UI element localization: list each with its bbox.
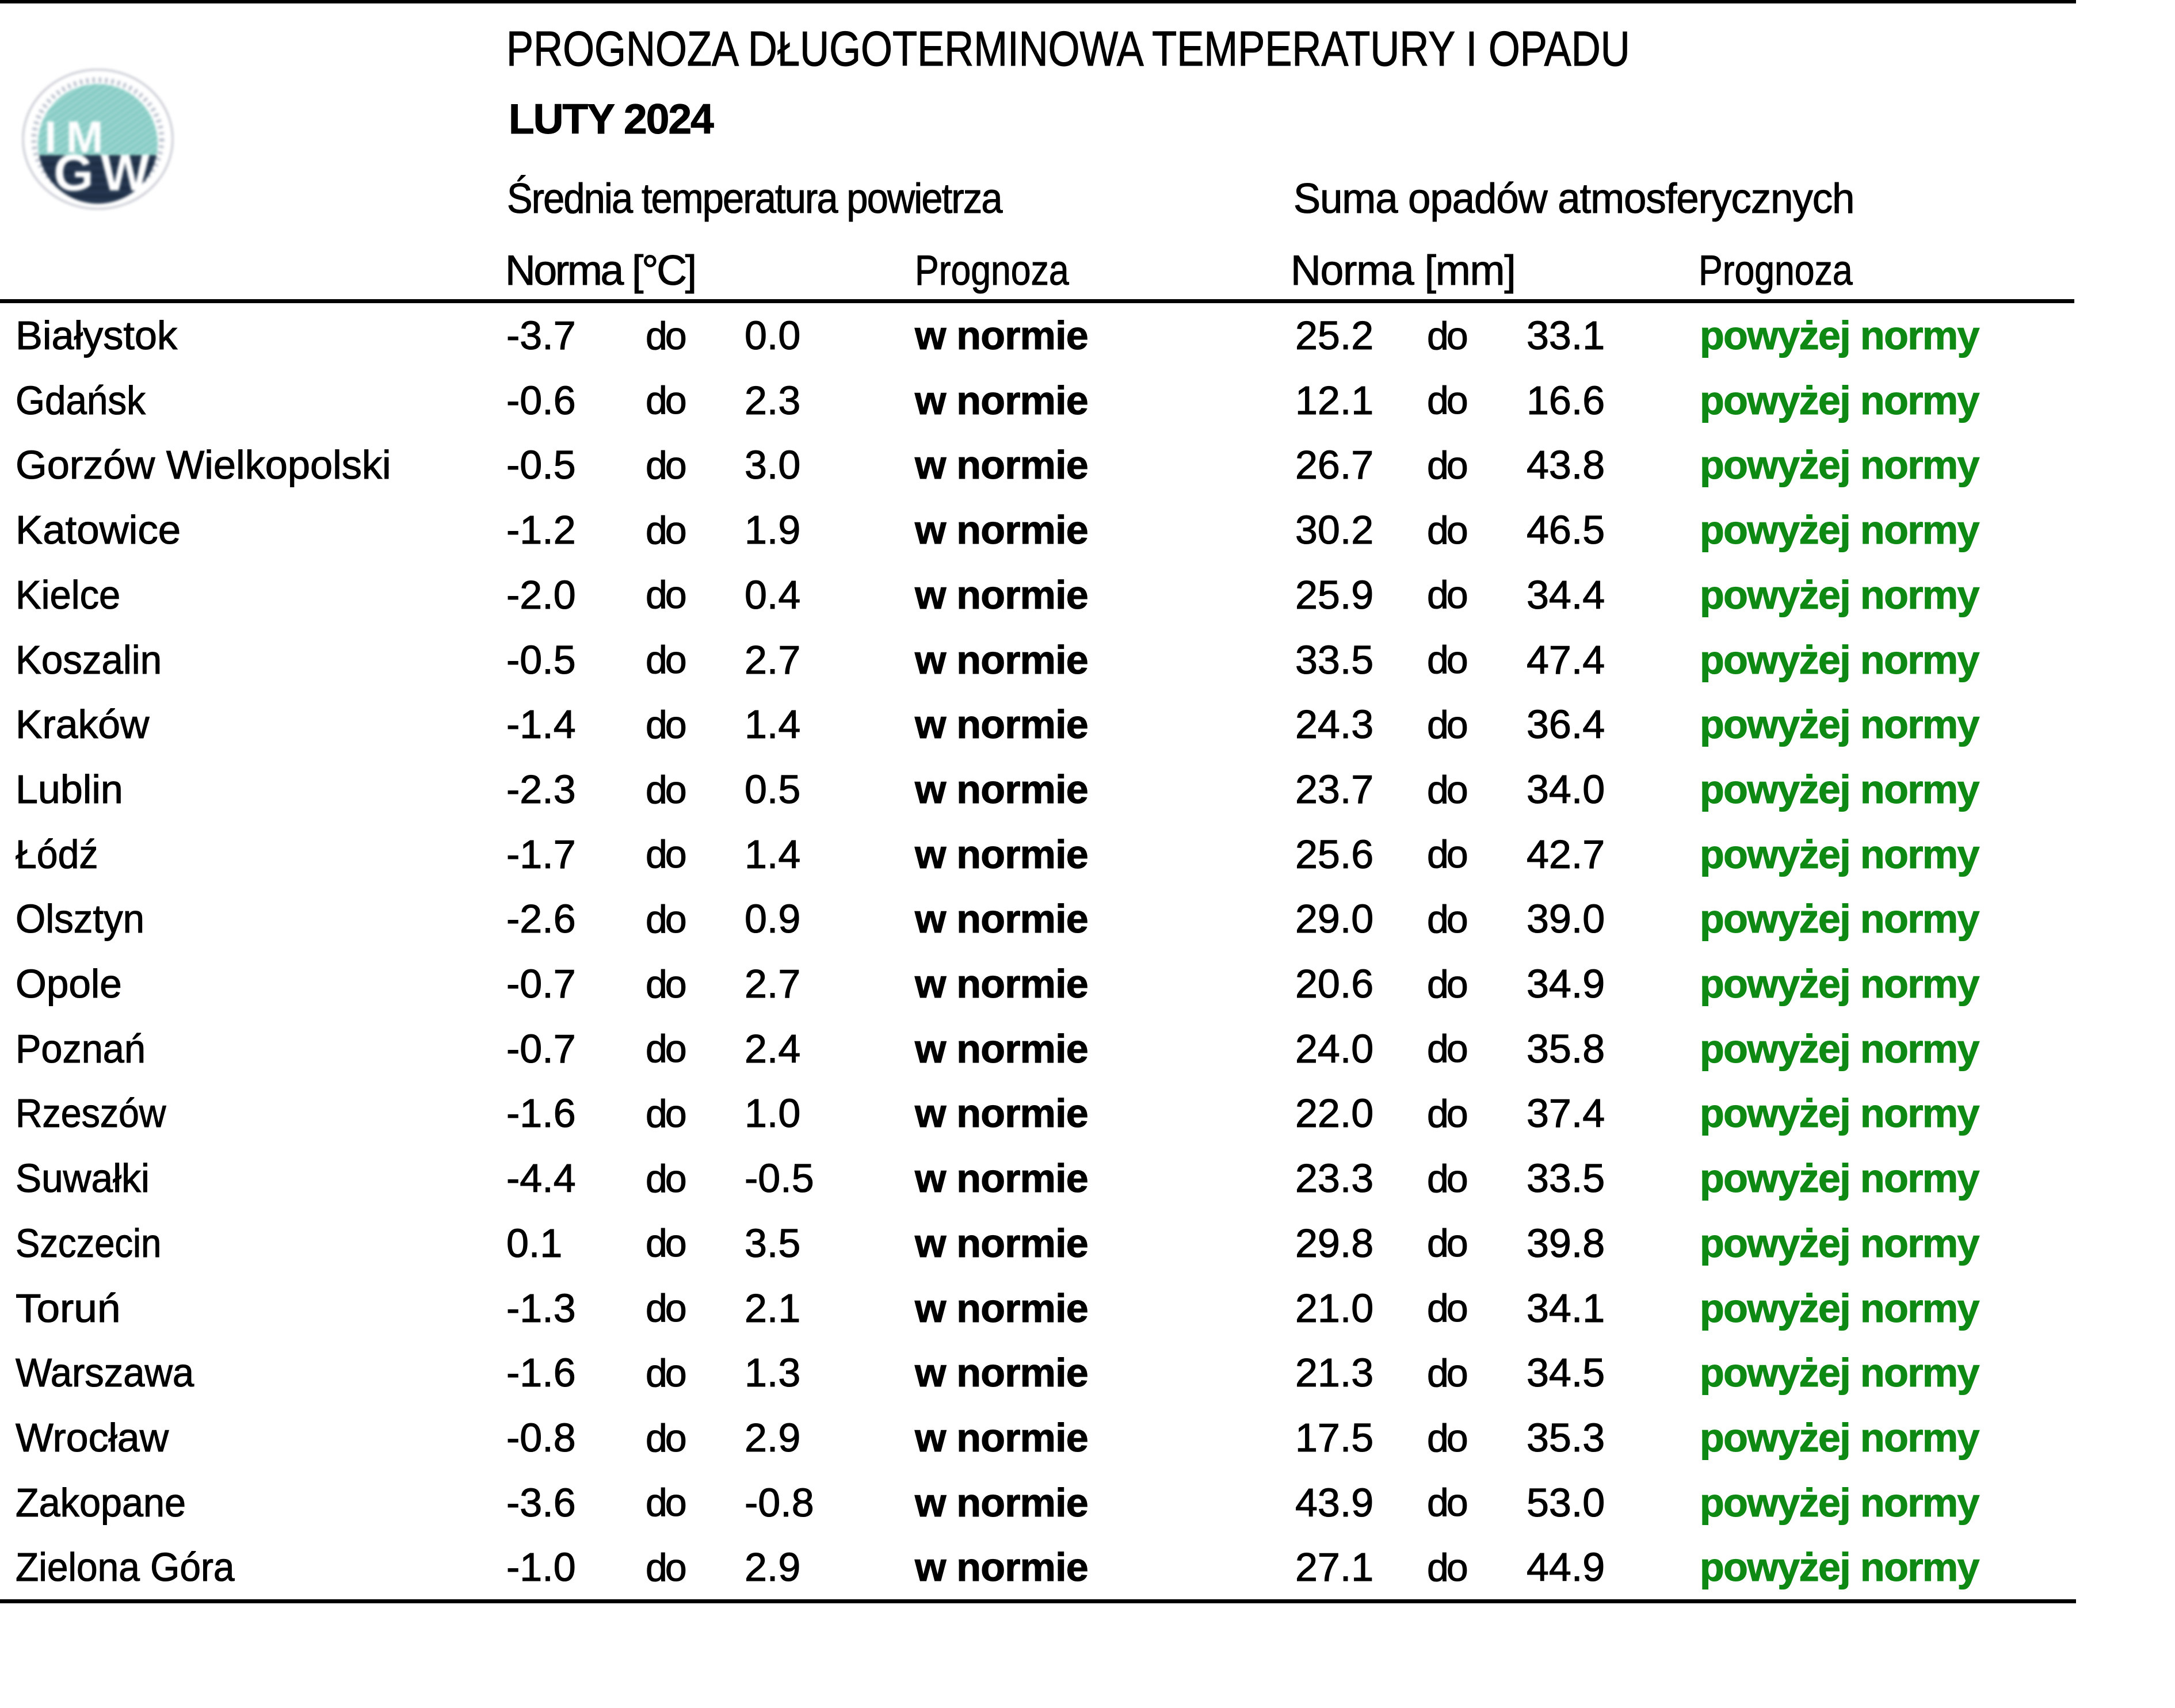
svg-text:GW: GW — [54, 144, 157, 202]
svg-text:IM: IM — [44, 112, 113, 162]
